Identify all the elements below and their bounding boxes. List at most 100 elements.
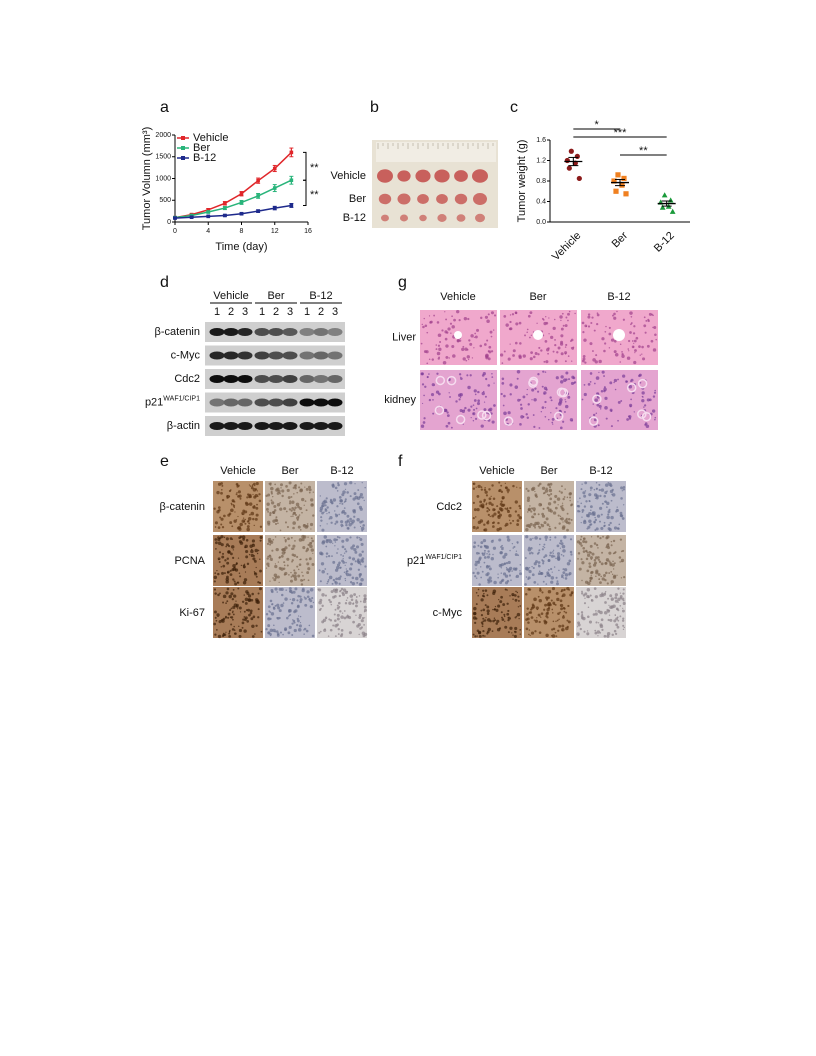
tissue-cell — [254, 548, 259, 553]
tissue-cell — [487, 357, 491, 361]
tumor — [415, 169, 431, 183]
tissue-cell — [542, 370, 545, 373]
tissue-cell — [557, 514, 560, 517]
tissue-cell — [550, 399, 553, 402]
tissue-cell — [597, 424, 600, 427]
tissue-cell — [612, 560, 614, 563]
tissue-cell — [554, 506, 558, 510]
tissue-cell — [589, 342, 593, 346]
tissue-cell — [232, 500, 235, 503]
tissue-cell — [216, 569, 218, 572]
tissue-cell — [237, 587, 240, 590]
tissue-cell — [288, 574, 290, 576]
tissue-cell — [446, 414, 450, 418]
blot-band — [209, 422, 225, 430]
tissue-cell — [640, 414, 643, 416]
tissue-cell — [509, 383, 513, 387]
tissue-cell — [281, 593, 284, 597]
tissue-cell — [299, 598, 303, 602]
tissue-cell — [552, 620, 555, 623]
tissue-cell — [567, 604, 570, 608]
blot-band — [223, 351, 239, 360]
tissue-cell — [594, 556, 599, 560]
tissue-cell — [350, 520, 352, 523]
tissue-cell — [517, 606, 520, 608]
tissue-cell — [595, 376, 600, 380]
tissue-cell — [605, 325, 607, 328]
tissue-cell — [445, 344, 449, 348]
tissue-cell — [486, 564, 489, 568]
tissue-cell — [288, 481, 292, 485]
tissue-cell — [557, 612, 560, 615]
blot-band — [237, 351, 253, 360]
tissue-cell — [613, 629, 617, 633]
tissue-cell — [270, 490, 273, 494]
tissue-cell — [602, 535, 604, 538]
tissue-cell — [275, 516, 278, 519]
tissue-cell — [218, 620, 222, 624]
tissue-cell — [578, 567, 582, 571]
tissue-cell — [577, 623, 581, 627]
tissue-cell — [542, 507, 545, 510]
tissue-cell — [305, 509, 308, 512]
tissue-cell — [535, 606, 539, 610]
tissue-cell — [290, 571, 292, 574]
tissue-cell — [538, 543, 541, 546]
tissue-cell — [474, 635, 477, 638]
tissue-cell — [238, 625, 240, 628]
tissue-cell — [509, 549, 511, 552]
tissue-cell — [470, 417, 472, 419]
tissue-cell — [589, 486, 593, 490]
tissue-cell — [584, 597, 586, 599]
tumor — [437, 214, 447, 222]
tissue-cell — [231, 597, 235, 601]
tissue-cell — [249, 485, 252, 487]
row-label-main: p21 — [407, 555, 425, 567]
tissue-cell — [654, 418, 656, 421]
tissue-cell — [500, 484, 503, 487]
tissue-cell — [237, 490, 241, 494]
tissue-cell — [305, 629, 309, 633]
tissue-cell — [504, 620, 506, 622]
tissue-cell — [269, 617, 272, 621]
tissue-cell — [533, 398, 537, 402]
tissue-cell — [589, 372, 593, 375]
tissue-cell — [505, 567, 508, 569]
tissue-cell — [344, 520, 349, 524]
tissue-cell — [475, 486, 477, 488]
tissue-cell — [293, 574, 297, 579]
tubule — [588, 416, 599, 426]
tissue-cell — [567, 517, 571, 521]
tissue-cell — [480, 614, 484, 617]
tissue-cell — [622, 624, 625, 627]
tissue-cell — [220, 535, 224, 539]
tissue-cell — [257, 616, 260, 619]
tissue-cell — [362, 599, 367, 604]
tissue-cell — [569, 340, 572, 343]
tissue-cell — [350, 562, 353, 566]
tissue-cell — [349, 536, 352, 539]
tissue-cell — [354, 550, 358, 554]
tissue-cell — [303, 524, 306, 527]
tissue-cell — [503, 411, 507, 416]
tissue-cell — [500, 572, 503, 574]
tissue-cell — [213, 580, 216, 583]
tissue-cell — [529, 522, 533, 526]
tissue-cell — [509, 522, 512, 525]
tissue-cell — [559, 342, 564, 346]
tissue-cell — [363, 617, 366, 619]
tissue-cell — [595, 487, 598, 490]
tissue-cell — [224, 559, 227, 562]
tissue-cell — [551, 628, 554, 631]
lane-label: 2 — [273, 306, 279, 318]
tissue-cell — [358, 613, 362, 617]
tissue-cell — [292, 619, 296, 623]
tissue-cell — [503, 315, 507, 318]
tissue-cell — [599, 610, 603, 615]
tissue-cell — [293, 628, 297, 633]
tissue-cell — [580, 522, 582, 524]
y-tick-label: 2000 — [155, 132, 171, 139]
tissue-cell — [517, 542, 519, 544]
data-point — [272, 166, 277, 171]
tissue-cell — [596, 514, 601, 518]
